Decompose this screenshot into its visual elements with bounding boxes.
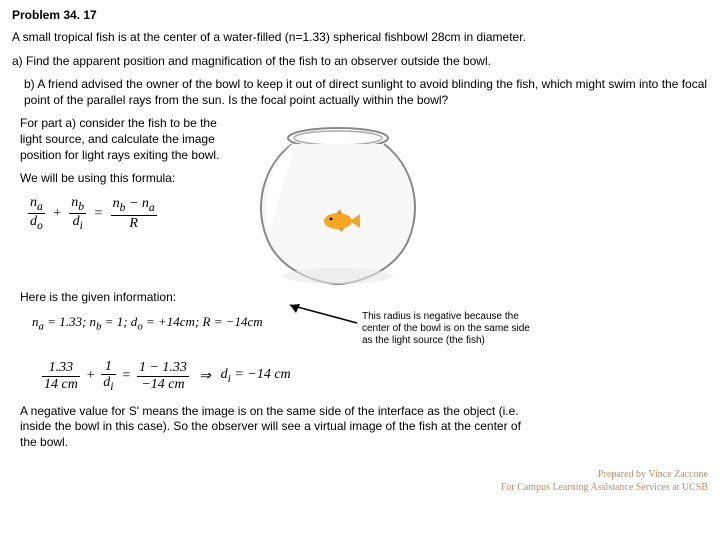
refraction-formula: nado + nbdi = nb − naR: [20, 195, 230, 233]
footer-author: Prepared by Vince Zaccone: [12, 468, 708, 481]
problem-intro: A small tropical fish is at the center o…: [12, 30, 708, 46]
fishbowl-svg: [243, 116, 433, 286]
conclusion: A negative value for S' means the image …: [12, 404, 540, 451]
hint-a1: For part a) consider the fish to be the …: [20, 116, 230, 163]
radius-callout: This radius is negative because the cent…: [362, 311, 542, 347]
part-a: a) Find the apparent position and magnif…: [12, 54, 708, 70]
fishbowl-illustration: [238, 116, 438, 286]
hint-a2: We will be using this formula:: [20, 171, 230, 187]
footer: Prepared by Vince Zaccone For Campus Lea…: [12, 468, 708, 494]
arrow-icon: [282, 301, 362, 331]
left-column: For part a) consider the fish to be the …: [12, 116, 238, 233]
middle-row: For part a) consider the fish to be the …: [12, 116, 708, 286]
solution-equation: 1.3314 cm + 1di = 1 − 1.33−14 cm ⇒ di = …: [12, 359, 708, 394]
part-b: b) A friend advised the owner of the bow…: [12, 77, 708, 108]
problem-title: Problem 34. 17: [12, 8, 708, 22]
footer-org: For Campus Learning Assistance Services …: [12, 481, 708, 494]
